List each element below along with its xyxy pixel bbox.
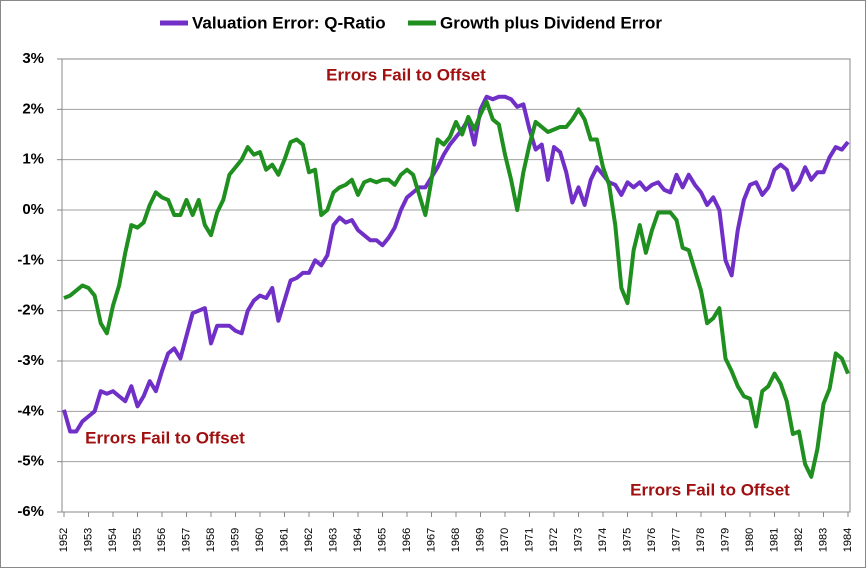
annotation: Errors Fail to Offset <box>85 428 245 447</box>
series-line <box>63 99 850 479</box>
x-tick-label: 1980 <box>744 528 756 552</box>
x-tick-label: 1957 <box>180 528 192 552</box>
x-tick-label: 1959 <box>229 528 241 552</box>
x-tick-label: 1978 <box>695 528 707 552</box>
annotation: Errors Fail to Offset <box>630 480 790 499</box>
y-tick-label: 0% <box>22 201 44 218</box>
y-tick-label: -1% <box>17 251 44 268</box>
y-tick-label: -4% <box>17 402 44 419</box>
x-tick-label: 1977 <box>670 528 682 552</box>
x-tick-label: 1958 <box>205 528 217 552</box>
x-tick-label: 1969 <box>474 528 486 552</box>
x-tick-label: 1953 <box>82 528 94 552</box>
y-tick-label: -3% <box>17 352 44 369</box>
x-tick-label: 1971 <box>523 528 535 552</box>
x-tick-label: 1960 <box>254 528 266 552</box>
y-tick-label: -6% <box>17 503 44 520</box>
x-tick-label: 1964 <box>352 528 364 552</box>
x-tick-label: 1954 <box>107 528 119 552</box>
y-tick-label: -5% <box>17 453 44 470</box>
x-tick-label: 1963 <box>327 528 339 552</box>
y-tick-label: 3% <box>22 50 44 67</box>
x-tick-label: 1968 <box>450 528 462 552</box>
x-tick-label: 1970 <box>499 528 511 552</box>
x-tick-label: 1956 <box>156 528 168 552</box>
x-tick-label: 1982 <box>793 528 805 552</box>
annotation: Errors Fail to Offset <box>326 65 486 84</box>
legend-label: Growth plus Dividend Error <box>440 13 662 32</box>
x-tick-label: 1965 <box>376 528 388 552</box>
x-tick-label: 1952 <box>58 528 70 552</box>
x-tick-label: 1967 <box>425 528 437 552</box>
x-tick-label: 1975 <box>621 528 633 552</box>
y-tick-label: -2% <box>17 302 44 319</box>
x-tick-label: 1974 <box>597 528 609 552</box>
x-tick-label: 1966 <box>401 528 413 552</box>
y-tick-label: 2% <box>22 100 44 117</box>
x-tick-label: 1973 <box>572 528 584 552</box>
x-tick-label: 1962 <box>303 528 315 552</box>
x-tick-label: 1984 <box>842 528 854 552</box>
x-tick-label: 1961 <box>278 528 290 552</box>
series-line <box>62 94 850 434</box>
x-tick-label: 1979 <box>719 528 731 552</box>
x-tick-label: 1976 <box>646 528 658 552</box>
x-tick-label: 1981 <box>768 528 780 552</box>
x-tick-label: 1972 <box>548 528 560 552</box>
legend-label: Valuation Error: Q-Ratio <box>192 13 386 32</box>
x-tick-label: 1955 <box>131 528 143 552</box>
y-tick-label: 1% <box>22 151 44 168</box>
x-tick-label: 1983 <box>817 528 829 552</box>
